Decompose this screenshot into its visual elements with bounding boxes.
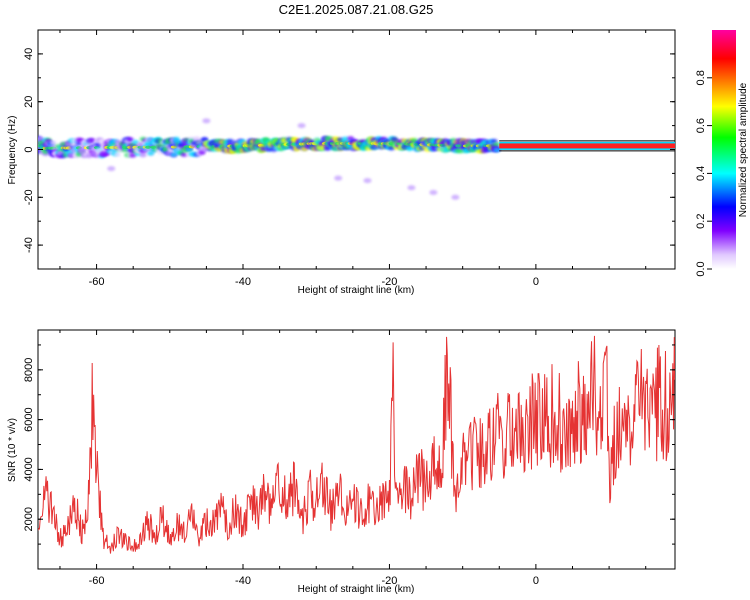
bottom-x-tick-label: -60 xyxy=(89,575,105,587)
spectrogram-weak-point xyxy=(429,190,438,196)
colorbar-label: Normalized spectral amplitude xyxy=(738,82,749,217)
spectrogram-weak-point xyxy=(297,123,306,129)
colorbar-ticks: 0.0 0.2 0.4 0.6 0.8 xyxy=(695,70,712,277)
strong-band-core xyxy=(499,143,675,149)
spectrogram-weak-point xyxy=(407,185,416,191)
colorbar-tick-label: 0.8 xyxy=(695,70,707,85)
bottom-x-tick-label: -20 xyxy=(381,575,397,587)
spectrogram-weak-point xyxy=(334,175,343,181)
spectrogram-cell xyxy=(201,147,209,152)
top-y-tick-label: 40 xyxy=(23,48,35,60)
spectrogram-cell xyxy=(49,140,57,146)
top-y-tick-label: 0 xyxy=(23,146,35,152)
top-y-tick-label: -20 xyxy=(23,189,35,205)
spectrogram-cell xyxy=(493,142,501,147)
spectrogram-panel: -60 -40 -20 0 40 20 0 -20 -40 Height of straigh… xyxy=(7,29,676,296)
spectrogram-cell xyxy=(490,138,498,144)
colorbar-tick-label: 0.0 xyxy=(695,261,707,276)
snr-frame xyxy=(37,329,676,570)
colorbar-tick-label: 0.2 xyxy=(695,214,707,229)
spectrogram-weak-point xyxy=(363,178,372,184)
spectrogram-cell xyxy=(131,139,139,145)
spectrogram-peak xyxy=(145,145,152,149)
top-x-axis-label: Height of straight line (km) xyxy=(298,285,415,296)
bottom-x-axis-label: Height of straight line (km) xyxy=(298,584,415,595)
spectrogram-cell xyxy=(226,138,234,144)
snr-panel: -60 -40 -20 0 8000 6000 4000 2000 Height of st… xyxy=(7,329,676,595)
colorbar-tick-label: 0.6 xyxy=(695,118,707,133)
bottom-x-tick-label: 0 xyxy=(533,575,539,587)
spectrogram-marks xyxy=(38,118,675,200)
bottom-x-axis: -60 -40 -20 0 xyxy=(59,330,647,587)
colorbar: 0.0 0.2 0.4 0.6 0.8 Normalized spectral ampl… xyxy=(695,30,749,277)
spectrogram-cell xyxy=(493,147,501,153)
spectrogram-weak-point xyxy=(451,194,460,200)
spectrogram-cell xyxy=(98,138,106,143)
bottom-y-axis-label: SNR (10 * v/v) xyxy=(7,418,18,482)
spectrogram-cell xyxy=(193,136,201,141)
spectrogram-cell xyxy=(170,152,178,157)
top-y-axis: 40 20 0 -20 -40 xyxy=(23,29,675,270)
top-x-tick-label: -60 xyxy=(89,276,105,288)
colorbar-tick-label: 0.4 xyxy=(695,166,707,181)
spectrogram-cell xyxy=(126,137,134,142)
top-x-axis: -60 -40 -20 0 xyxy=(59,30,647,288)
spectrogram-weak-point xyxy=(107,166,116,172)
bottom-y-tick-label: 2000 xyxy=(23,507,35,531)
spectrogram-cell xyxy=(113,152,121,157)
chart-title: C2E1.2025.087.21.08.G25 xyxy=(279,2,434,17)
snr-series-line xyxy=(38,335,675,554)
bottom-y-tick-label: 4000 xyxy=(23,457,35,481)
bottom-y-axis: 8000 6000 4000 2000 xyxy=(23,344,675,570)
bottom-y-tick-label: 6000 xyxy=(23,407,35,431)
bottom-y-tick-label: 8000 xyxy=(23,358,35,382)
colorbar-gradient xyxy=(712,30,736,269)
top-x-tick-label: 0 xyxy=(533,276,539,288)
top-x-tick-label: -40 xyxy=(235,276,251,288)
spectrogram-cell xyxy=(96,147,104,153)
bottom-x-tick-label: -40 xyxy=(235,575,251,587)
spectrogram-cell xyxy=(129,153,137,158)
top-y-axis-label: Frequency (Hz) xyxy=(7,116,18,185)
spectrogram-weak-point xyxy=(202,118,211,124)
top-x-tick-label: -20 xyxy=(381,276,397,288)
top-y-tick-label: -40 xyxy=(23,237,35,253)
top-y-tick-label: 20 xyxy=(23,96,35,108)
spectrogram-cell xyxy=(139,152,147,158)
spectrogram-cell xyxy=(185,147,193,152)
spectrogram-cell xyxy=(180,152,188,157)
